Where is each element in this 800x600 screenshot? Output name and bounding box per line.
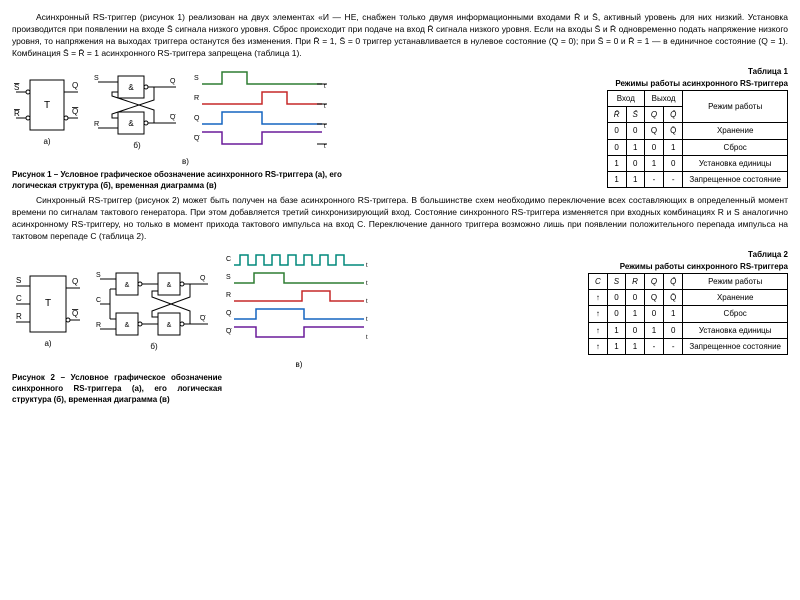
table-row: ↑11--Запрещенное состояние bbox=[588, 338, 787, 354]
svg-text:S: S bbox=[226, 274, 231, 281]
table2-subtitle: Режимы работы синхронного RS-триггера bbox=[588, 261, 788, 272]
paragraph-2: Синхронный RS-триггер (рисунок 2) может … bbox=[12, 195, 788, 243]
table-2: Таблица 2 Режимы работы синхронного RS-т… bbox=[588, 249, 788, 355]
t2-h-C: C bbox=[588, 274, 607, 290]
fig1-v-label: в) bbox=[182, 156, 352, 167]
svg-text:&: & bbox=[167, 322, 172, 329]
svg-text:R: R bbox=[194, 95, 199, 102]
svg-text:t: t bbox=[366, 335, 368, 341]
svg-text:&: & bbox=[128, 119, 134, 128]
fig2-a: T S C R Q Q а) bbox=[12, 270, 84, 349]
svg-text:t: t bbox=[366, 299, 368, 305]
svg-text:Q: Q bbox=[72, 277, 78, 286]
fig1-a: T S R Q Q а) bbox=[12, 74, 82, 147]
fig2-b-label: б) bbox=[94, 341, 214, 352]
svg-text:&: & bbox=[128, 83, 134, 92]
svg-text:Q: Q bbox=[226, 328, 232, 335]
fig1-b: & & S R Q Q б) bbox=[92, 70, 182, 151]
svg-text:C: C bbox=[96, 297, 101, 304]
svg-text:T: T bbox=[45, 298, 51, 309]
t2-h-Q: Q bbox=[644, 274, 663, 290]
fig2-a-label: а) bbox=[12, 338, 84, 349]
svg-text:S: S bbox=[94, 75, 99, 82]
t2-h-R: R bbox=[626, 274, 645, 290]
t2-h-mode: Режим работы bbox=[683, 274, 788, 290]
svg-text:&: & bbox=[125, 322, 130, 329]
svg-text:S: S bbox=[96, 272, 101, 279]
table-row: ↑00QQ̄Хранение bbox=[588, 290, 787, 306]
fig1-b-label: б) bbox=[92, 140, 182, 151]
svg-text:&: & bbox=[125, 282, 130, 289]
svg-text:t: t bbox=[366, 317, 368, 323]
svg-text:R: R bbox=[226, 292, 231, 299]
svg-text:C: C bbox=[16, 294, 22, 303]
table2-title: Таблица 2 bbox=[588, 249, 788, 260]
table-row: ↑0101Сброс bbox=[588, 306, 787, 322]
svg-text:S: S bbox=[14, 83, 19, 92]
fig2-b: & & & & S C R Q Q б) bbox=[94, 267, 214, 352]
svg-text:Q: Q bbox=[72, 107, 78, 116]
fig2-caption: Рисунок 2 – Условное графическое обознач… bbox=[12, 372, 222, 406]
svg-text:t: t bbox=[366, 263, 368, 269]
t2-h-S: S bbox=[607, 274, 625, 290]
t1-h-R: R̄ bbox=[607, 107, 626, 123]
svg-text:t: t bbox=[324, 144, 326, 150]
svg-text:Q: Q bbox=[200, 315, 206, 322]
figure-2: T S C R Q Q а) & bbox=[12, 249, 374, 406]
svg-text:R: R bbox=[14, 109, 20, 118]
svg-text:t: t bbox=[324, 104, 326, 110]
t1-h-mode: Режим работы bbox=[683, 90, 788, 122]
table-row: 0101Сброс bbox=[607, 139, 787, 155]
svg-text:Q: Q bbox=[226, 310, 232, 317]
svg-text:R: R bbox=[96, 322, 101, 329]
t2-h-Qb: Q̄ bbox=[664, 274, 683, 290]
figure-1: T S R Q Q а) & bbox=[12, 66, 352, 192]
fig2-v-label: в) bbox=[224, 359, 374, 370]
svg-text:t: t bbox=[366, 281, 368, 287]
svg-text:S: S bbox=[16, 276, 21, 285]
svg-text:Q: Q bbox=[194, 115, 200, 122]
svg-text:Q: Q bbox=[170, 78, 176, 85]
t1-h-Q: Q bbox=[644, 107, 663, 123]
svg-text:Q: Q bbox=[170, 114, 176, 121]
t1-h-Qb: Q̄ bbox=[664, 107, 683, 123]
table-1: Таблица 1 Режимы работы асинхронного RS-… bbox=[607, 66, 788, 189]
svg-text:&: & bbox=[167, 282, 172, 289]
svg-text:C: C bbox=[226, 256, 231, 263]
fig1-a-label: а) bbox=[12, 136, 82, 147]
svg-text:R: R bbox=[94, 121, 99, 128]
fig1-caption: Рисунок 1 – Условное графическое обознач… bbox=[12, 169, 352, 191]
t1-h-out: Выход bbox=[644, 90, 682, 106]
table1-title: Таблица 1 bbox=[607, 66, 788, 77]
svg-text:Q: Q bbox=[72, 81, 78, 90]
svg-text:Q: Q bbox=[72, 309, 78, 318]
paragraph-1: Асинхронный RS-триггер (рисунок 1) реали… bbox=[12, 12, 788, 60]
fig2-v: C S R Q Q t t t t t в) bbox=[224, 249, 374, 370]
svg-text:Q: Q bbox=[194, 135, 200, 142]
svg-text:R: R bbox=[16, 312, 22, 321]
t1-h-S: S̄ bbox=[626, 107, 644, 123]
svg-text:t: t bbox=[324, 124, 326, 130]
fig1-v: S t R t Q t Q t bbox=[192, 66, 332, 156]
t1-h-in: Вход bbox=[607, 90, 644, 106]
table-row: 11--Запрещенное состояние bbox=[607, 171, 787, 187]
table-row: 1010Установка единицы bbox=[607, 155, 787, 171]
section-rs-sync: T S C R Q Q а) & bbox=[12, 249, 788, 406]
table1-subtitle: Режимы работы асинхронного RS-триггера bbox=[607, 78, 788, 89]
section-rs-async: T S R Q Q а) & bbox=[12, 66, 788, 192]
table-row: ↑1010Установка единицы bbox=[588, 322, 787, 338]
svg-text:S: S bbox=[194, 75, 199, 82]
svg-text:t: t bbox=[324, 84, 326, 90]
table-row: 00QQ̄Хранение bbox=[607, 123, 787, 139]
svg-text:T: T bbox=[44, 100, 50, 111]
svg-text:Q: Q bbox=[200, 275, 206, 282]
